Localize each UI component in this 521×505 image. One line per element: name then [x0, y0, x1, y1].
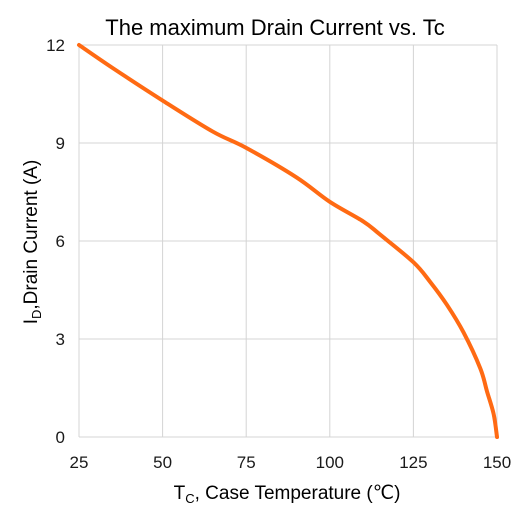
- x-axis-label: TC, Case Temperature (℃): [174, 483, 401, 505]
- grid: [78, 44, 498, 438]
- y-axis-label: ID,Drain Current (A): [21, 160, 44, 325]
- y-tick-label: 0: [56, 428, 65, 447]
- y-tick-label: 6: [56, 232, 65, 251]
- x-tick-label: 100: [316, 453, 344, 472]
- y-tick-label: 12: [46, 36, 65, 55]
- y-tick-label: 9: [56, 134, 65, 153]
- x-tick-label: 50: [153, 453, 172, 472]
- x-tick-label: 75: [237, 453, 256, 472]
- series-line: [77, 43, 499, 439]
- tick-labels: 25 50 75 100 125 150 0 3 6 9 12: [46, 36, 511, 472]
- x-tick-label: 150: [483, 453, 511, 472]
- series-layer: [77, 43, 499, 439]
- x-tick-label: 125: [399, 453, 427, 472]
- chart-title: The maximum Drain Current vs. Tc: [105, 15, 444, 40]
- x-tick-label: 25: [70, 453, 89, 472]
- y-tick-label: 3: [56, 330, 65, 349]
